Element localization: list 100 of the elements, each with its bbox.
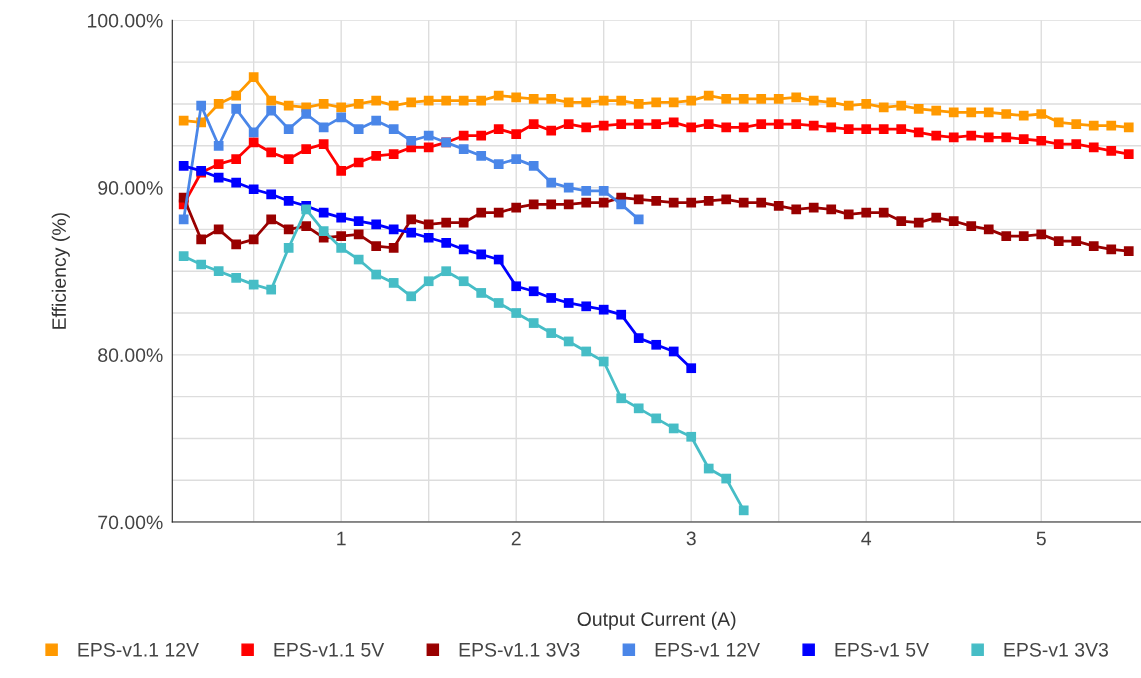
point: [388, 224, 399, 235]
point: [791, 92, 802, 103]
point: [1123, 246, 1134, 256]
point: [598, 95, 609, 106]
y-tick-label: 70.00%: [98, 515, 163, 530]
point: [861, 99, 872, 109]
point: [178, 160, 189, 171]
point: [563, 119, 574, 129]
point: [651, 196, 662, 206]
point: [616, 309, 627, 320]
point: [511, 92, 522, 103]
point: [458, 244, 469, 255]
point: [511, 129, 522, 139]
point: [231, 273, 242, 283]
point: [1018, 134, 1029, 144]
point: [668, 423, 679, 434]
point: [1053, 139, 1064, 149]
point: [371, 241, 382, 251]
x-tick-label: 5: [1036, 531, 1046, 546]
point: [213, 140, 224, 151]
point: [493, 159, 504, 170]
point: [423, 130, 434, 141]
point: [546, 94, 557, 104]
point: [756, 119, 767, 129]
legend-label: EPS-v1 3V3: [1004, 642, 1108, 657]
point: [1071, 139, 1082, 149]
y-tick-label: 90.00%: [98, 181, 163, 195]
legend-label: EPS-v1.1 3V3: [459, 642, 580, 657]
point: [476, 207, 487, 218]
x-tick-label: 2: [511, 531, 521, 546]
point: [318, 139, 329, 149]
y-tick-label: 80.00%: [98, 348, 163, 363]
point: [686, 431, 697, 442]
point: [336, 165, 347, 176]
point: [1106, 145, 1117, 156]
point: [388, 149, 399, 159]
point: [213, 99, 224, 109]
point: [843, 209, 854, 220]
point: [353, 124, 364, 134]
point: [738, 94, 749, 104]
point: [423, 95, 434, 106]
point: [511, 281, 522, 292]
point: [1001, 132, 1012, 143]
point: [563, 298, 574, 308]
point: [738, 197, 749, 208]
point: [948, 216, 959, 226]
point: [983, 107, 994, 118]
point: [178, 115, 189, 126]
point: [721, 122, 732, 133]
point: [546, 293, 557, 303]
point: [581, 197, 592, 208]
point: [633, 99, 644, 109]
point: [458, 95, 469, 106]
point: [511, 154, 522, 165]
point: [773, 201, 784, 211]
point: [511, 308, 522, 318]
point: [668, 97, 679, 108]
point: [441, 266, 452, 277]
point: [966, 221, 977, 231]
point: [563, 199, 574, 210]
point: [651, 339, 662, 350]
point: [248, 127, 259, 138]
x-axis-title: Output Current (A): [577, 611, 736, 630]
point: [598, 120, 609, 131]
point: [668, 197, 679, 208]
point: [616, 95, 627, 106]
point: [598, 186, 609, 196]
point: [371, 150, 382, 161]
point: [283, 224, 294, 235]
point: [791, 204, 802, 215]
point: [1053, 117, 1064, 128]
point: [686, 95, 697, 106]
x-tick-label: 4: [861, 531, 872, 546]
point: [1036, 135, 1047, 146]
point: [1001, 231, 1012, 241]
point: [371, 219, 382, 230]
point: [458, 130, 469, 141]
point: [633, 119, 644, 129]
point: [1001, 109, 1012, 119]
point: [563, 97, 574, 108]
point: [318, 122, 329, 133]
point: [878, 207, 889, 218]
point: [388, 278, 399, 288]
point: [336, 112, 347, 123]
point: [1018, 110, 1029, 121]
point: [1123, 149, 1134, 159]
point: [231, 239, 242, 250]
point: [1071, 236, 1082, 246]
point: [248, 72, 259, 83]
point: [301, 221, 312, 231]
point: [1036, 229, 1047, 240]
point: [826, 204, 837, 215]
point: [808, 202, 819, 213]
point: [406, 227, 417, 238]
point: [773, 94, 784, 104]
point: [318, 99, 329, 109]
point: [476, 249, 487, 260]
point: [266, 147, 277, 158]
point: [283, 154, 294, 165]
point: [318, 226, 329, 236]
